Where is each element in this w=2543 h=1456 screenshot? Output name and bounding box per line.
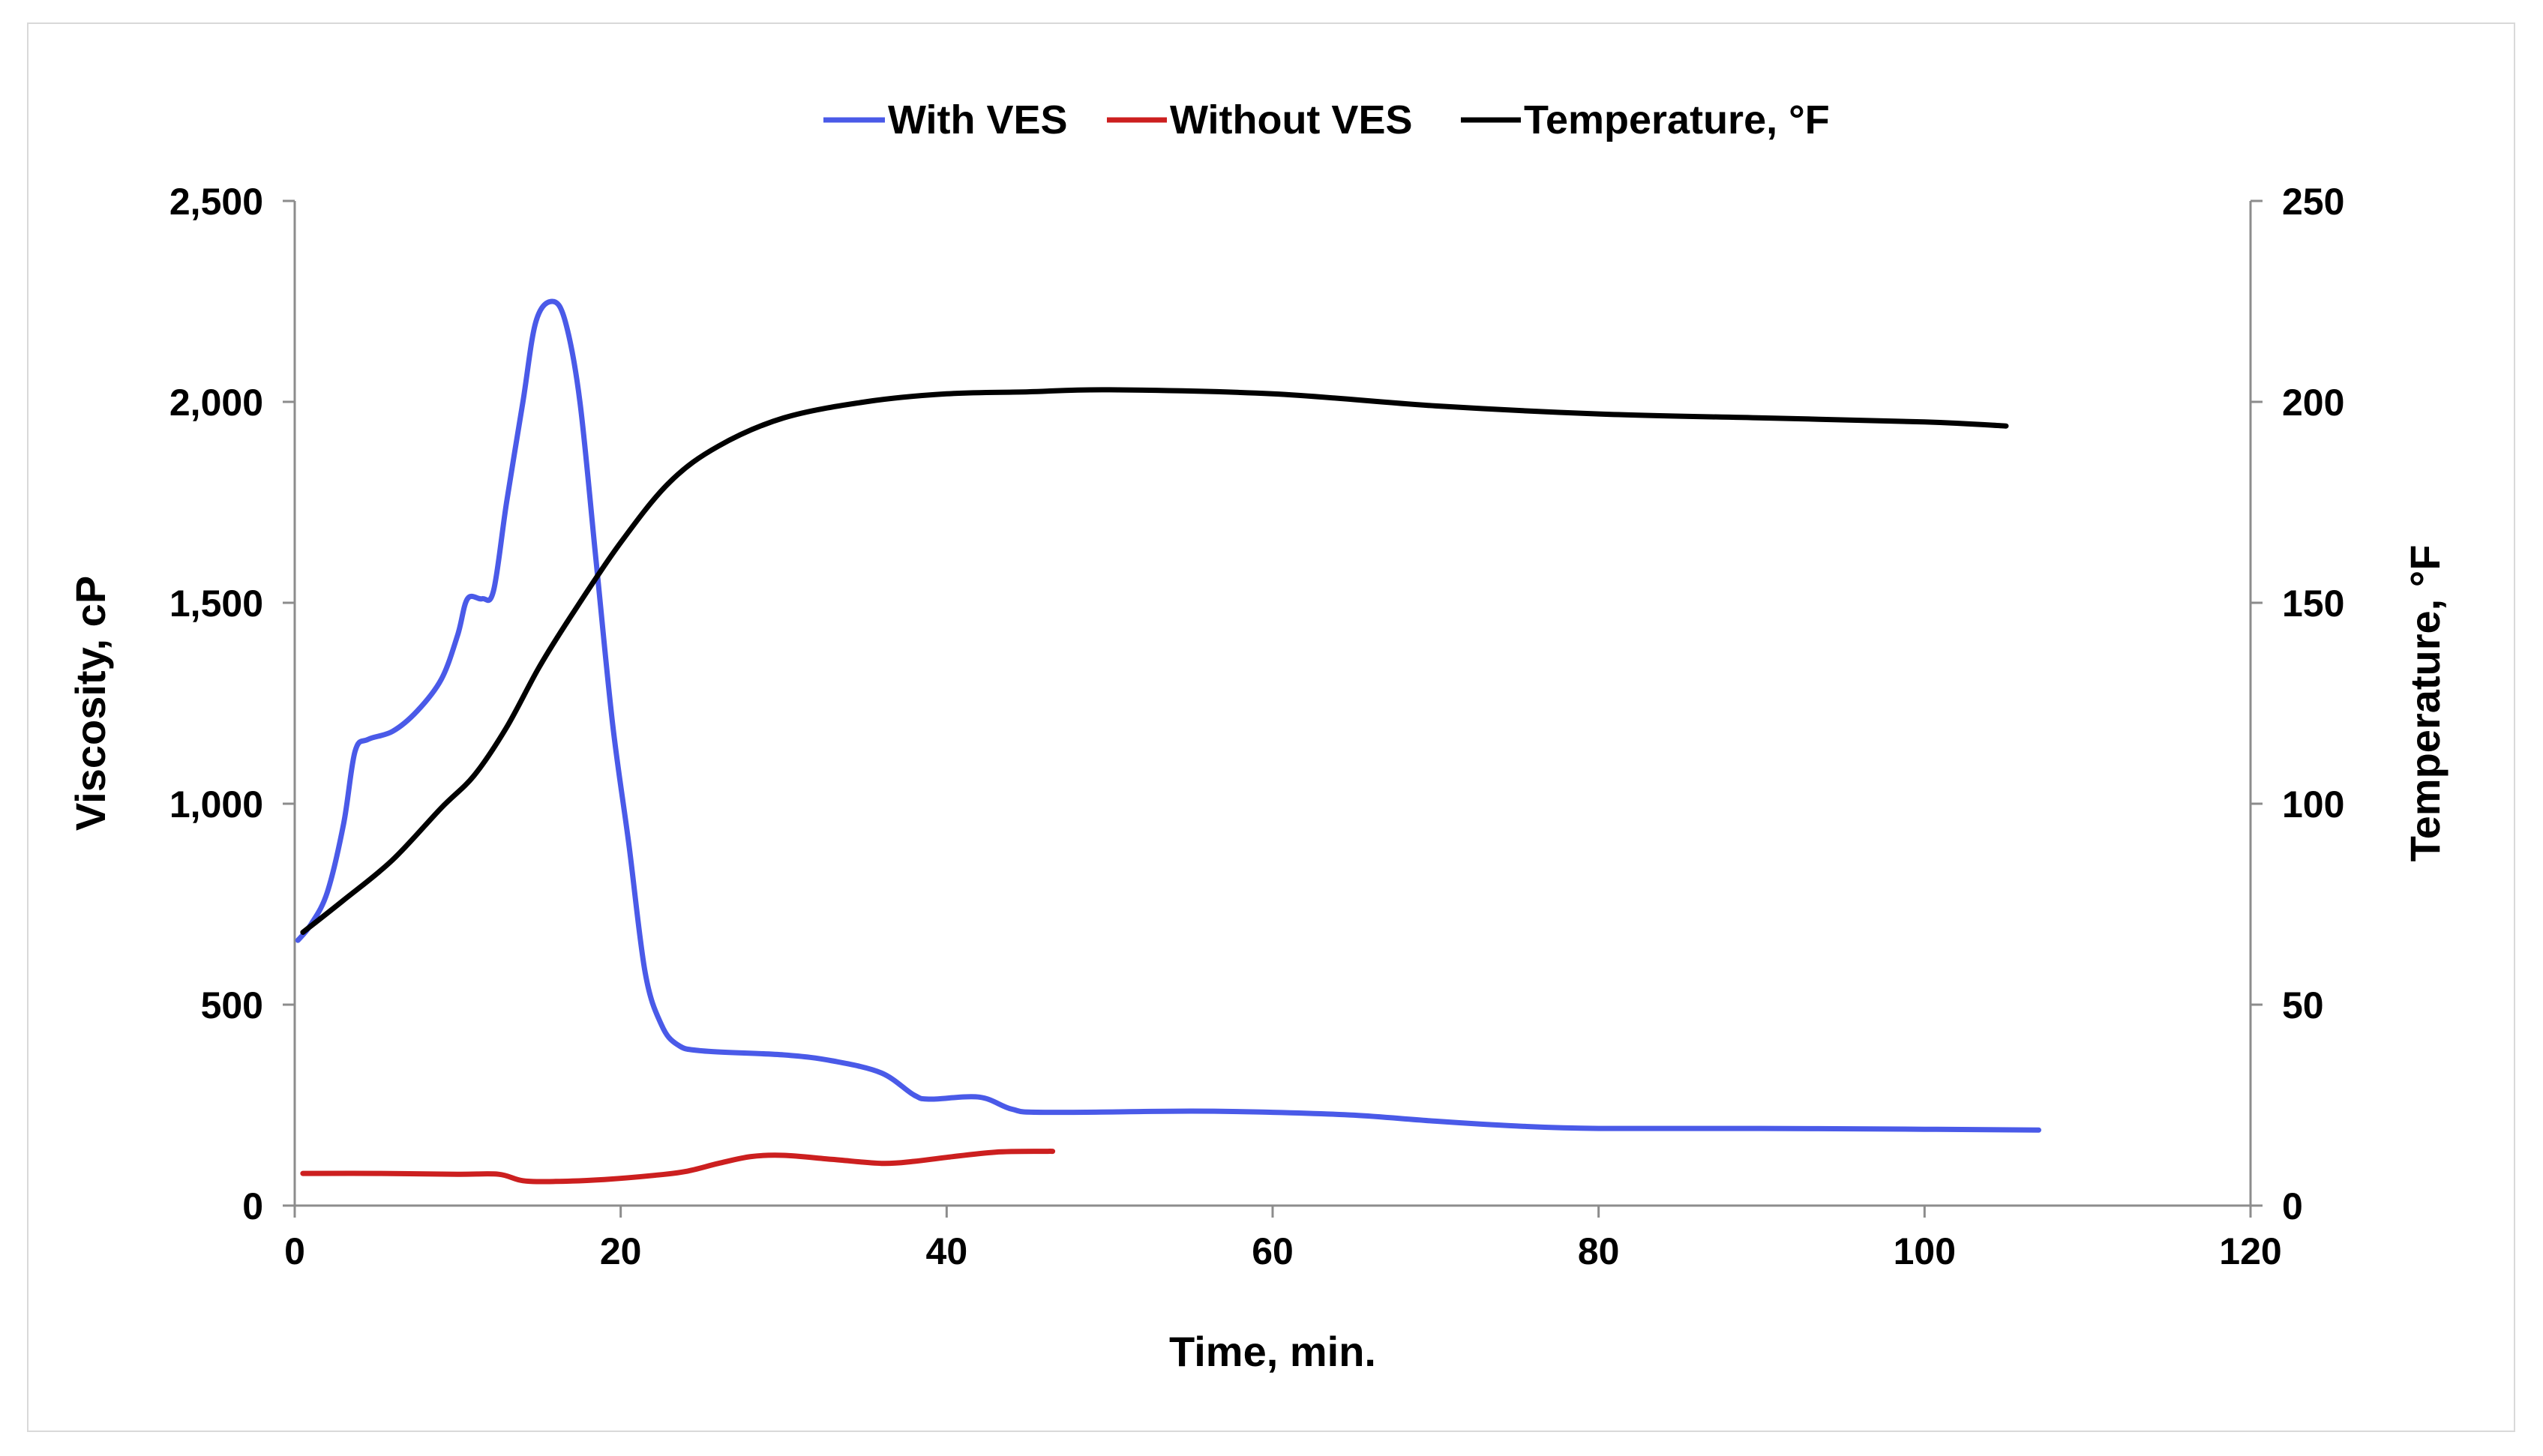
x-tick-label: 20 (600, 1230, 642, 1272)
y-tick-label-right: 0 (2282, 1185, 2303, 1227)
x-tick-label: 80 (1578, 1230, 1620, 1272)
y-tick-label-left: 1,500 (169, 583, 263, 625)
y-axis-left-title: Viscosity, cP (67, 576, 114, 831)
y-tick-label-right: 150 (2282, 583, 2344, 625)
series-line-with-ves (295, 298, 2041, 1133)
legend-label-with-ves: With VES (888, 97, 1068, 142)
y-tick-label-right: 100 (2282, 783, 2344, 825)
y-tick-label-left: 0 (242, 1185, 263, 1227)
y-tick-label-right: 250 (2282, 181, 2344, 223)
y-axis-right-title: Temperature, °F (2401, 545, 2449, 862)
legend-label-temperature: Temperature, °F (1524, 97, 1830, 142)
y-tick-label-right: 50 (2282, 984, 2324, 1026)
x-ticks: 0 20 40 60 80 100 120 (284, 1206, 2282, 1272)
x-tick-label: 100 (1894, 1230, 1956, 1272)
y-ticks-right: 0 50 100 150 200 250 (2251, 181, 2344, 1227)
series-line-without-ves (300, 1149, 1056, 1185)
y-tick-label-left: 2,000 (169, 382, 263, 424)
y-ticks-left: 0 500 1,000 1,500 2,000 2,500 (169, 181, 295, 1227)
series-group (295, 298, 2041, 1185)
series-line-temperature (300, 387, 2009, 935)
chart-frame (27, 22, 2515, 1432)
legend: With VES Without VES Temperature, °F (823, 97, 1830, 142)
y-tick-label-left: 500 (201, 984, 263, 1026)
x-axis-title: Time, min. (1169, 1328, 1376, 1375)
x-tick-label: 0 (284, 1230, 305, 1272)
x-tick-label: 120 (2219, 1230, 2281, 1272)
legend-label-without-ves: Without VES (1170, 97, 1412, 142)
y-tick-label-left: 1,000 (169, 783, 263, 825)
y-tick-label-right: 200 (2282, 382, 2344, 424)
y-tick-label-left: 2,500 (169, 181, 263, 223)
x-tick-label: 40 (926, 1230, 968, 1272)
x-tick-label: 60 (1252, 1230, 1294, 1272)
